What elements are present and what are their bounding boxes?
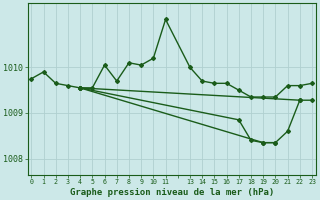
X-axis label: Graphe pression niveau de la mer (hPa): Graphe pression niveau de la mer (hPa) bbox=[69, 188, 274, 197]
